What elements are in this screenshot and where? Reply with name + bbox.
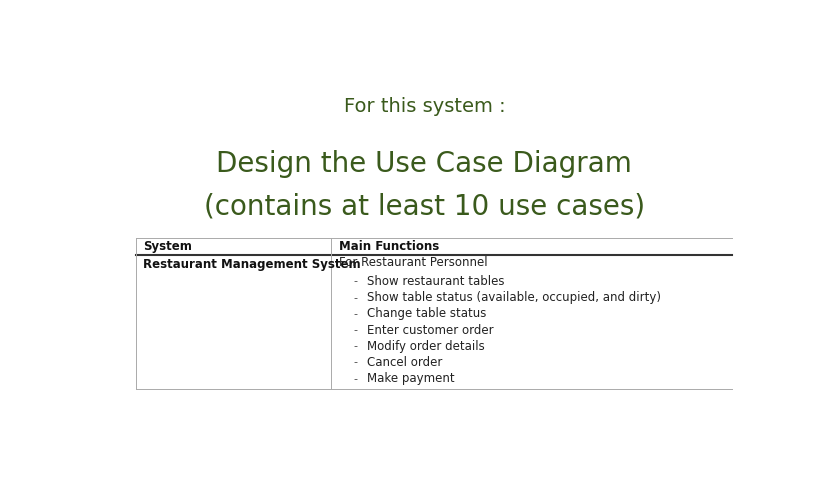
Text: -: - — [353, 341, 357, 351]
Text: Restaurant Management System: Restaurant Management System — [143, 258, 361, 271]
Text: -: - — [353, 309, 357, 319]
Text: -: - — [353, 293, 357, 303]
Text: Enter customer order: Enter customer order — [366, 324, 493, 337]
Text: -: - — [353, 325, 357, 335]
Text: -: - — [353, 277, 357, 287]
Text: -: - — [353, 358, 357, 368]
Text: Main Functions: Main Functions — [338, 240, 438, 253]
Text: Cancel order: Cancel order — [366, 356, 442, 369]
Text: -: - — [353, 374, 357, 384]
Text: (contains at least 10 use cases): (contains at least 10 use cases) — [203, 193, 644, 221]
Text: Modify order details: Modify order details — [366, 340, 484, 353]
Text: Show restaurant tables: Show restaurant tables — [366, 275, 504, 288]
Text: Change table status: Change table status — [366, 308, 485, 321]
Text: Show table status (available, occupied, and dirty): Show table status (available, occupied, … — [366, 291, 660, 304]
Text: For this system :: For this system : — [343, 97, 504, 116]
Text: Design the Use Case Diagram: Design the Use Case Diagram — [216, 150, 632, 178]
Text: Make payment: Make payment — [366, 372, 454, 385]
Text: For Restaurant Personnel: For Restaurant Personnel — [338, 256, 487, 269]
Text: System: System — [143, 240, 192, 253]
